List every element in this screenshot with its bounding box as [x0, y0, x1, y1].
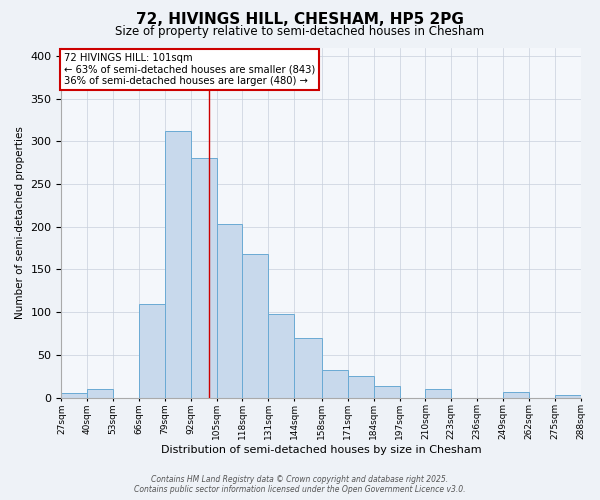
Text: 72 HIVINGS HILL: 101sqm
← 63% of semi-detached houses are smaller (843)
36% of s: 72 HIVINGS HILL: 101sqm ← 63% of semi-de… [64, 53, 315, 86]
Text: Contains HM Land Registry data © Crown copyright and database right 2025.
Contai: Contains HM Land Registry data © Crown c… [134, 474, 466, 494]
Bar [139, 304, 165, 398]
Bar [503, 392, 529, 398]
Bar [348, 376, 374, 398]
Bar [217, 224, 242, 398]
Bar [191, 158, 217, 398]
Bar [322, 370, 348, 398]
Text: Size of property relative to semi-detached houses in Chesham: Size of property relative to semi-detach… [115, 25, 485, 38]
Y-axis label: Number of semi-detached properties: Number of semi-detached properties [15, 126, 25, 319]
Text: 72, HIVINGS HILL, CHESHAM, HP5 2PG: 72, HIVINGS HILL, CHESHAM, HP5 2PG [136, 12, 464, 28]
X-axis label: Distribution of semi-detached houses by size in Chesham: Distribution of semi-detached houses by … [161, 445, 481, 455]
Bar [374, 386, 400, 398]
Bar [165, 131, 191, 398]
Bar [87, 389, 113, 398]
Bar [268, 314, 294, 398]
Bar [61, 393, 87, 398]
Bar [554, 395, 581, 398]
Bar [242, 254, 268, 398]
Bar [425, 389, 451, 398]
Bar [294, 338, 322, 398]
